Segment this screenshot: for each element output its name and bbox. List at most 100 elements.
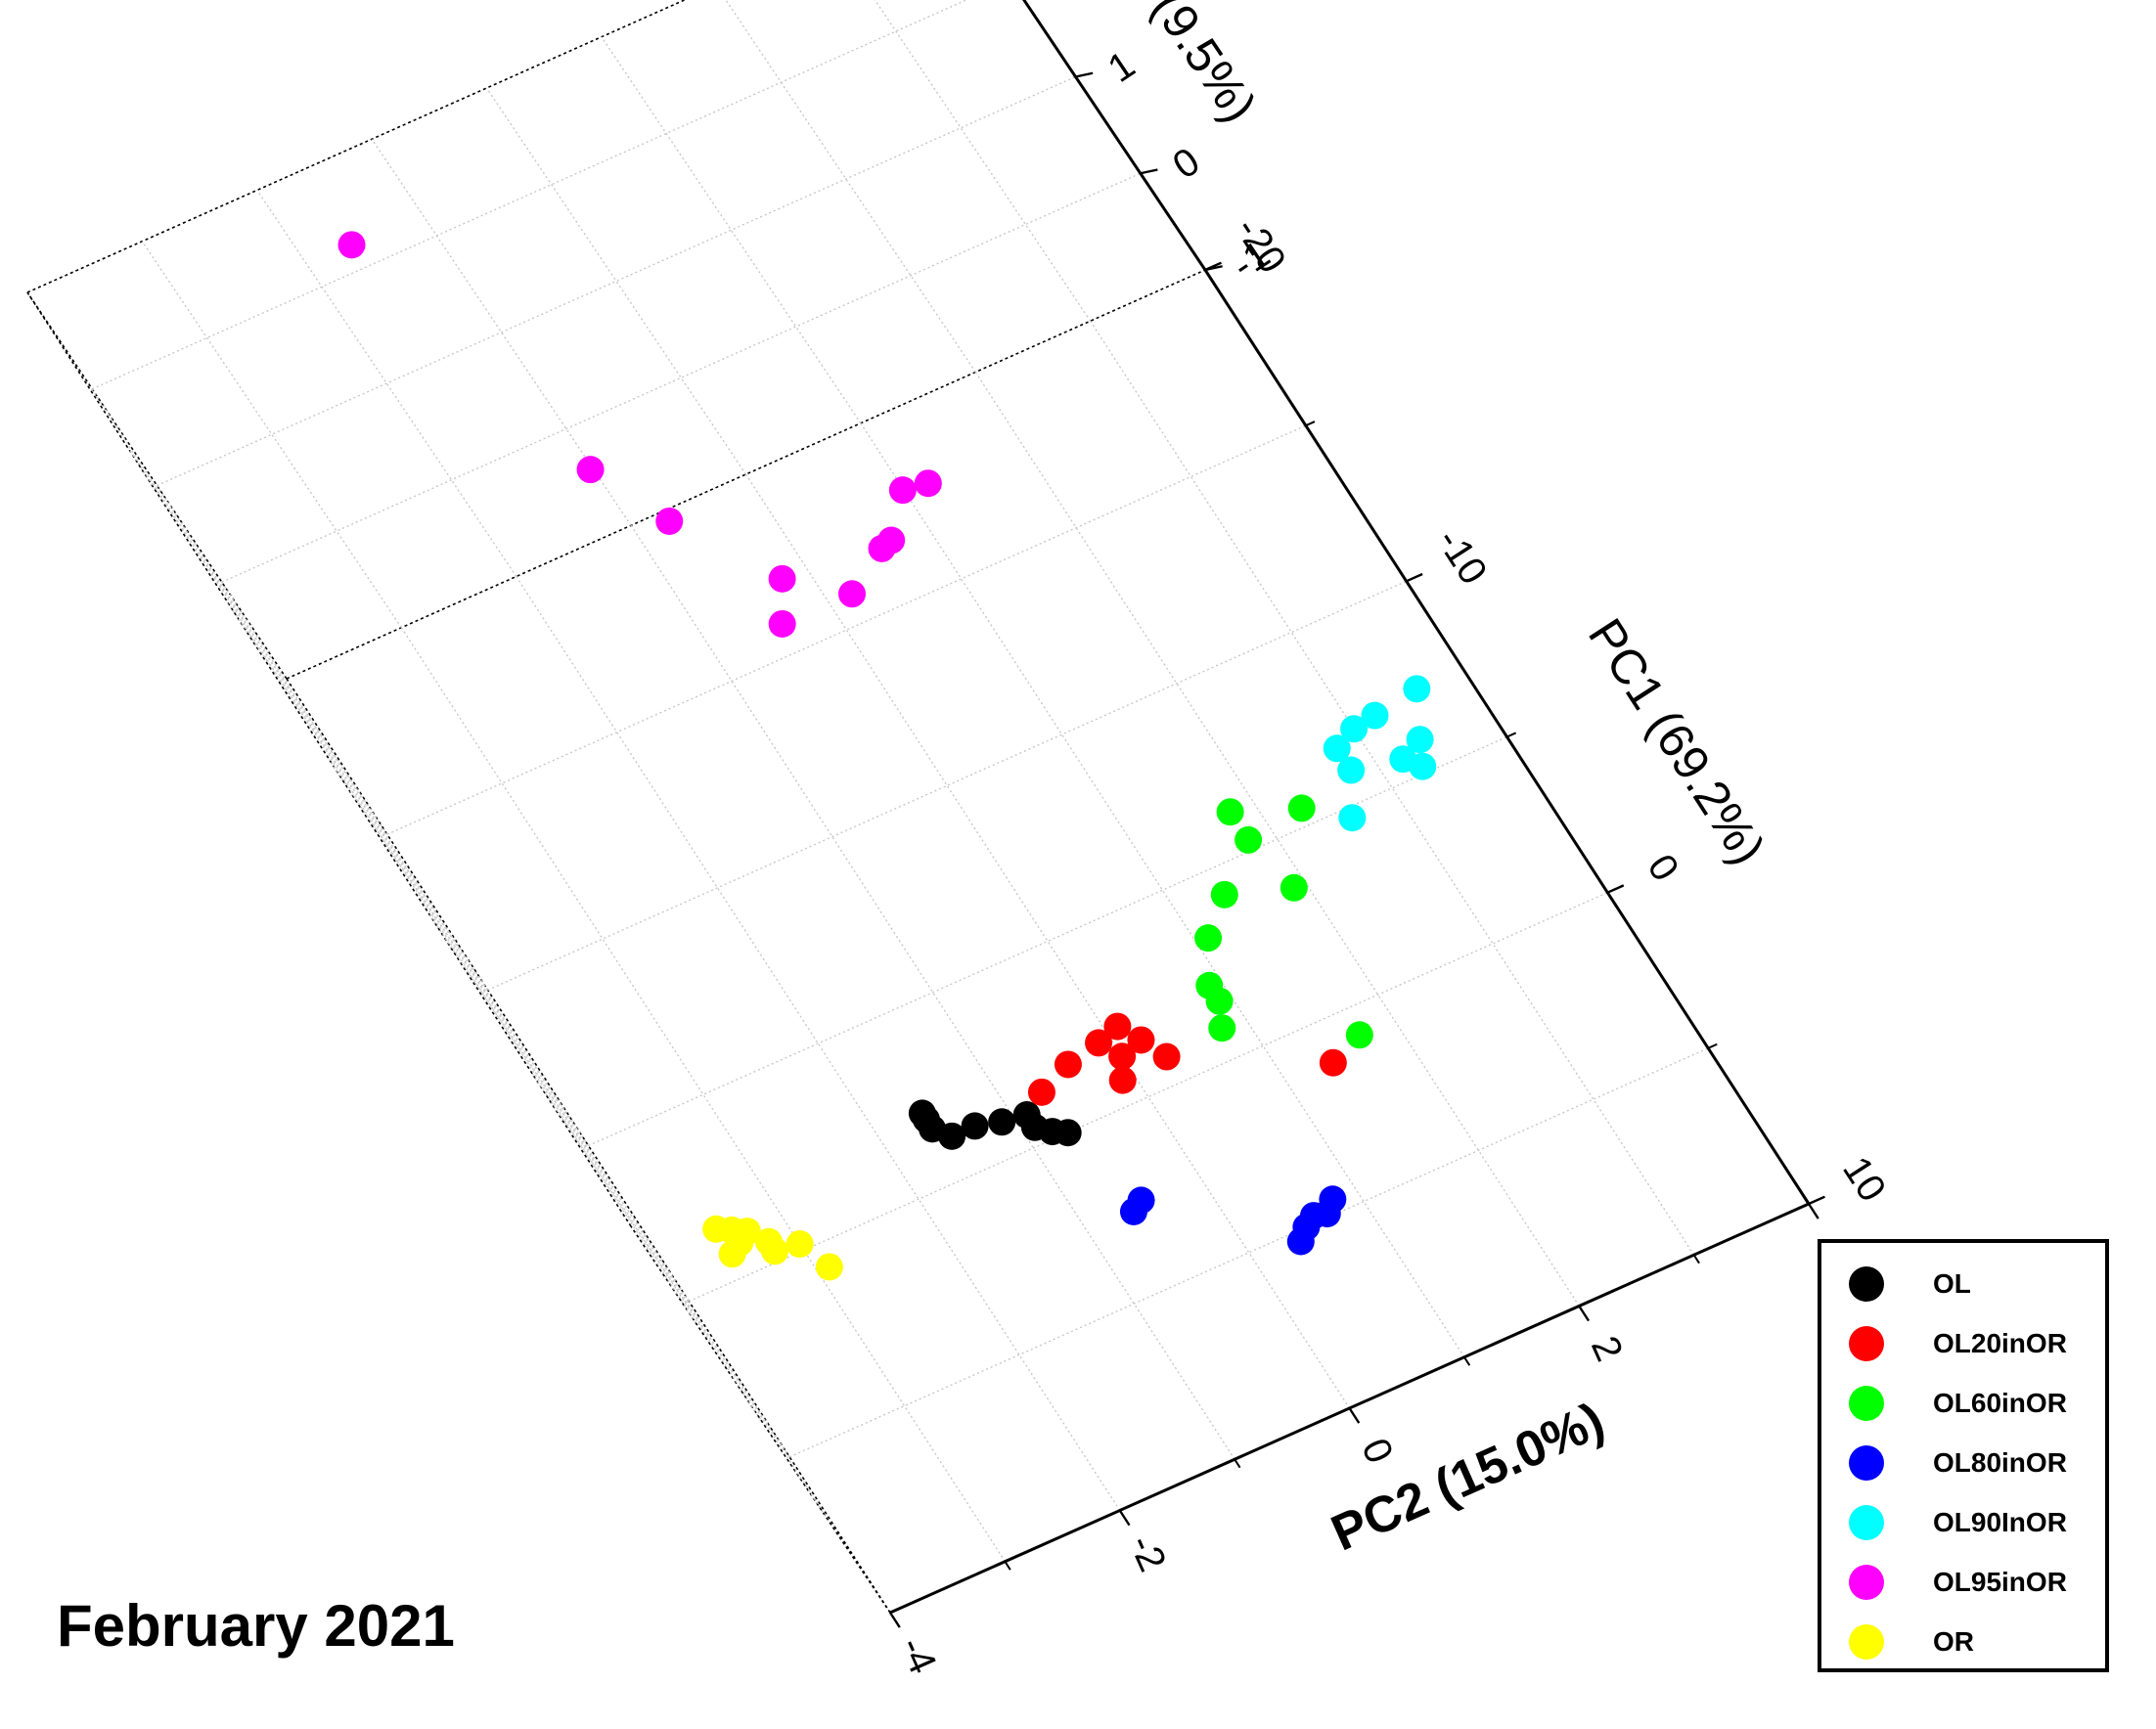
data-point-OL60inOR [1216, 798, 1244, 826]
pc2-tick [1118, 1509, 1131, 1527]
data-point-OL90InOR [1403, 675, 1431, 703]
floor-gridline [1090, 320, 1695, 1256]
wall-gridline [725, 0, 976, 373]
data-point-OL60inOR [1205, 987, 1234, 1015]
pc1-tick-label: 0 [1639, 847, 1686, 889]
data-point-OL90InOR [1340, 715, 1369, 743]
floor-gridline [860, 422, 1465, 1358]
data-point-OL95inOR [655, 507, 684, 535]
data-point-OL [912, 1105, 940, 1133]
floor-gridline [487, 580, 1407, 991]
data-point-OL20inOR [1054, 1050, 1082, 1079]
legend-label: OL90InOR [1933, 1507, 2067, 1537]
data-point-OL20inOR [1027, 1078, 1056, 1106]
legend-marker [1849, 1326, 1884, 1361]
pc2-tick-label: -2 [1121, 1529, 1175, 1577]
pc2-axis-title: PC2 (15.0%) [1324, 1392, 1613, 1562]
wall-gridline [256, 190, 517, 577]
data-point-OL60inOR [1210, 880, 1238, 909]
data-point-OL95inOR [576, 456, 605, 484]
plot-box-frame [26, 0, 1810, 1614]
data-point-OL [988, 1108, 1016, 1136]
wall-gridline [221, 581, 827, 1517]
wall-gridline [485, 87, 747, 475]
wall-gridline [328, 759, 590, 1146]
data-point-OL60inOR [1194, 924, 1223, 953]
pc3-tick-label: 0 [1165, 140, 1207, 188]
wall-gridline [127, 447, 388, 835]
pc2-minor-tick [1004, 1561, 1011, 1571]
pc3-tick [1075, 71, 1094, 78]
legend-label: OR [1933, 1626, 1974, 1657]
legend-item-OL20inOR: OL20inOR [1849, 1319, 2067, 1368]
pc1-axis-title: PC1 (69.2%) [1578, 609, 1775, 874]
data-point-OL60inOR [1208, 1014, 1236, 1042]
data-point-OL90InOR [1406, 726, 1434, 754]
floor-gridline [400, 627, 1006, 1563]
legend-item-OL: OL [1849, 1260, 1971, 1308]
pc1-tick-label: 10 [1834, 1149, 1894, 1209]
legend-marker [1849, 1266, 1884, 1302]
legend-item-OL80inOR: OL80inOR [1849, 1439, 2067, 1487]
data-point-OR [786, 1230, 814, 1259]
wall-gridline [601, 36, 862, 424]
data-point-OL20inOR [1152, 1042, 1181, 1071]
pc3-tick-label: 1 [1100, 43, 1143, 91]
pc2-minor-tick [1234, 1458, 1241, 1469]
floor-gridline [689, 892, 1608, 1303]
pc1-minor-tick [1707, 1042, 1718, 1049]
plot-gridlines [91, 0, 1709, 1563]
legend-label: OL80inOR [1933, 1447, 2067, 1478]
pc2-minor-tick [1463, 1356, 1471, 1366]
data-point-OL20inOR [1108, 1042, 1137, 1071]
wall-gridline [428, 914, 690, 1303]
wall-gridline [529, 1070, 790, 1458]
data-point-OL95inOR [877, 526, 906, 554]
data-point-OL95inOR [914, 469, 942, 498]
legend-marker [1849, 1445, 1884, 1481]
pc3-tick [1140, 168, 1158, 175]
data-point-OL95inOR [888, 476, 917, 505]
data-point-OL90InOR [1338, 804, 1367, 832]
pc3-tick [1204, 265, 1223, 272]
series-OR [702, 1215, 843, 1281]
legend-label: OL [1933, 1268, 1971, 1299]
wall-gridline [371, 138, 632, 526]
data-point-OL [938, 1122, 966, 1150]
data-point-OR [718, 1240, 746, 1268]
floor-gridline [788, 1047, 1709, 1458]
legend-item-OL95inOR: OL95inOR [1849, 1558, 2067, 1607]
data-point-OL20inOR [1319, 1048, 1347, 1077]
series-OL60inOR [1194, 794, 1373, 1049]
pc1-minor-tick [1506, 732, 1517, 738]
series-OL90InOR [1323, 675, 1437, 832]
legend-marker [1849, 1565, 1884, 1600]
wall-gridline [221, 172, 1142, 583]
data-point-OL90InOR [1337, 756, 1366, 784]
legend-label: OL60inOR [1933, 1388, 2067, 1418]
data-point-OL20inOR [1127, 1026, 1155, 1054]
legend-item-OR: OR [1849, 1618, 1974, 1666]
pc2-tick [1807, 1203, 1819, 1219]
data-point-OL [961, 1112, 989, 1140]
data-point-OL95inOR [768, 609, 796, 638]
data-point-OL80inOR [1127, 1186, 1155, 1215]
series-OL20inOR [1027, 1012, 1347, 1106]
pc1-tick [1606, 884, 1625, 894]
pc1-tick [1406, 572, 1423, 583]
pc2-tick [888, 1612, 901, 1628]
data-point-OL90InOR [1361, 701, 1389, 730]
pc2-tick-label: 0 [1353, 1433, 1401, 1470]
legend-marker [1849, 1386, 1884, 1421]
legend-marker [1849, 1505, 1884, 1540]
pc1-minor-tick [1305, 421, 1316, 427]
frame-edge [630, 1225, 891, 1614]
wall-gridline [228, 602, 489, 991]
pc1-tick [1808, 1195, 1825, 1206]
data-point-OL60inOR [1280, 873, 1308, 902]
data-point-OL60inOR [1345, 1021, 1373, 1049]
legend-marker [1849, 1624, 1884, 1660]
data-point-OL80inOR [1319, 1185, 1347, 1214]
